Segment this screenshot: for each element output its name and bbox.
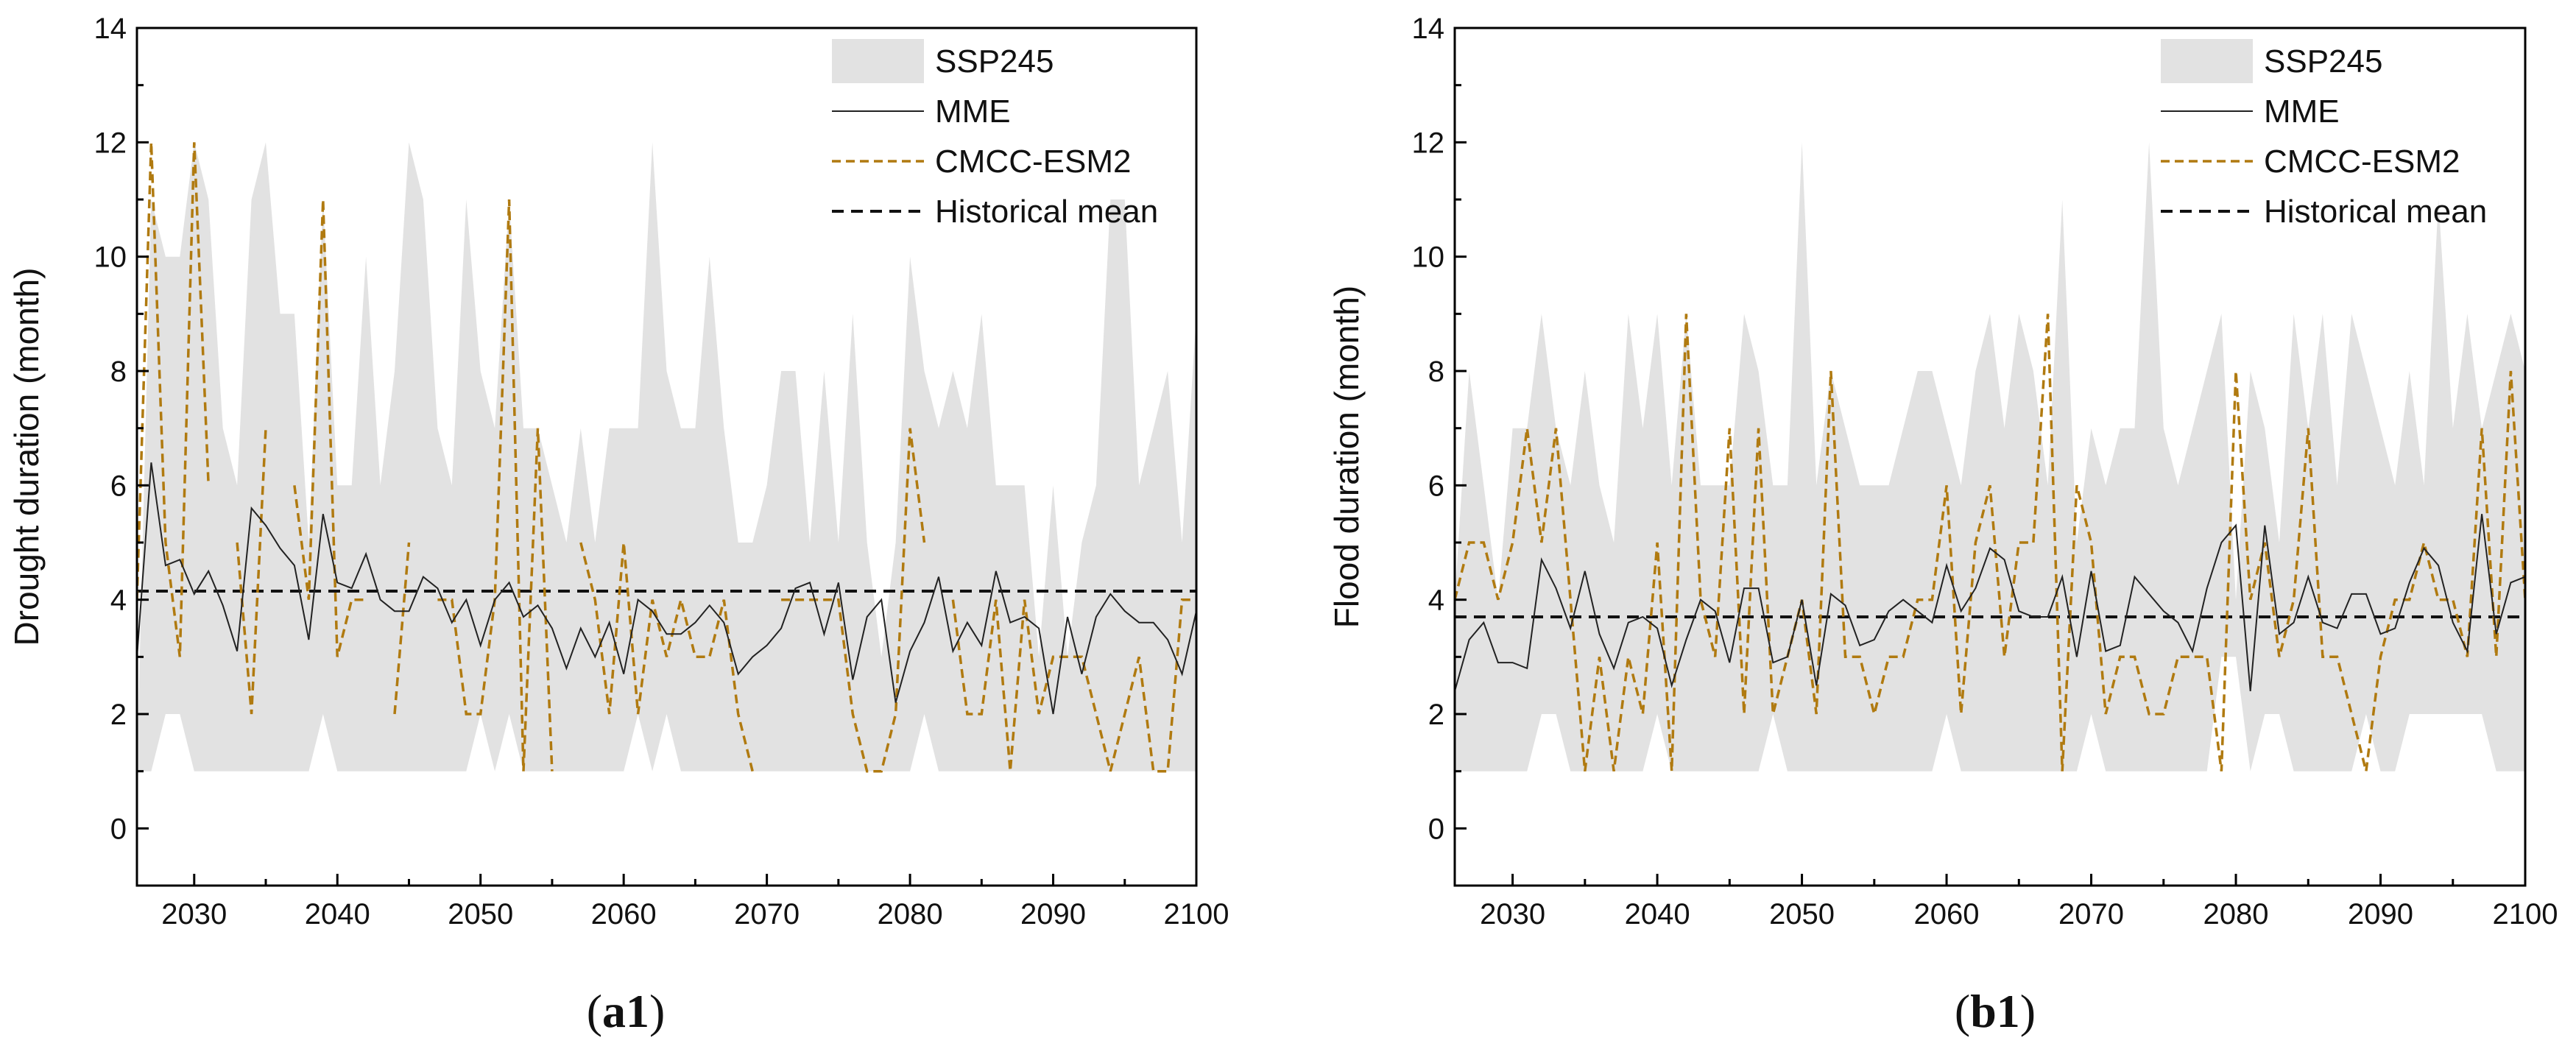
legend-label-cmcc-esm2: CMCC-ESM2 [935, 144, 1131, 180]
x-tick-label: 2070 [734, 898, 800, 930]
axes-frame [135, 27, 1198, 887]
panel-label: (b1) [1955, 985, 2036, 1037]
plot-area [137, 142, 1196, 773]
legend-label-ssp245: SSP245 [935, 43, 1054, 80]
cmcc-esm2-line [1455, 314, 2525, 772]
panel-b1: 0 2 4 6 8 10 12 14 2030 2040 2050 2060 2070 2080 2090 2… [1327, 13, 2558, 1037]
x-tick-label: 2080 [878, 898, 943, 930]
x-tick-label: 2100 [2493, 898, 2558, 930]
y-axis-title: Flood duration (month) [1327, 286, 1366, 628]
x-tick-label: 2090 [1020, 898, 1086, 930]
y-tick-label: 14 [94, 13, 127, 45]
y-tick-label: 12 [1412, 127, 1445, 159]
y-tick-label: 2 [1428, 699, 1444, 731]
panel-label-text: b1 [1970, 985, 2020, 1037]
legend-swatch-ssp245 [832, 39, 924, 83]
y-tick-label: 10 [94, 241, 127, 274]
panel-label-open-paren: ( [587, 985, 602, 1037]
y-tick-label: 4 [110, 584, 127, 617]
y-tick-label: 8 [1428, 356, 1444, 388]
ssp245-band [137, 142, 1196, 771]
x-tick-label: 2050 [448, 898, 513, 930]
legend-label-mme: MME [2264, 93, 2340, 130]
panel-label-text: a1 [602, 985, 649, 1037]
mme-line [1455, 514, 2525, 692]
x-tick-label: 2030 [1480, 898, 1545, 930]
legend-label-cmcc-esm2: CMCC-ESM2 [2264, 144, 2460, 180]
panel-a1: 0 2 4 6 8 10 12 14 2030 2040 2050 2060 2070 2080 2090 2… [7, 13, 1229, 1037]
x-tick-label: 2090 [2348, 898, 2413, 930]
y-axis-title: Drought duration (month) [7, 268, 46, 646]
x-tick-label: 2080 [2203, 898, 2269, 930]
y-tick-label: 0 [1428, 813, 1444, 845]
x-tick-label: 2060 [1914, 898, 1980, 930]
y-tick-label: 6 [1428, 470, 1444, 502]
x-tick-label: 2050 [1769, 898, 1835, 930]
x-tick-label: 2100 [1164, 898, 1229, 930]
plot-area [1455, 142, 2525, 772]
legend-label-historical-mean: Historical mean [2264, 194, 2487, 230]
y-tick-label: 10 [1412, 241, 1445, 274]
x-tick-label: 2040 [1625, 898, 1690, 930]
y-tick-label: 12 [94, 127, 127, 159]
y-tick-label: 0 [110, 813, 127, 845]
y-tick-label: 14 [1412, 13, 1445, 45]
mme-line [137, 462, 1196, 715]
ssp245-band [1455, 142, 2525, 771]
legend-label-ssp245: SSP245 [2264, 43, 2382, 80]
y-tick-label: 4 [1428, 584, 1444, 617]
panel-label: (a1) [587, 985, 666, 1037]
panel-label-open-paren: ( [1955, 985, 1970, 1037]
x-tick-label: 2070 [2058, 898, 2124, 930]
y-tick-label: 6 [110, 470, 127, 502]
legend: SSP245 MME CMCC-ESM2 Historical mean [2161, 39, 2487, 230]
legend: SSP245 MME CMCC-ESM2 Historical mean [832, 39, 1158, 230]
x-tick-label: 2040 [305, 898, 370, 930]
panel-label-close-paren: ) [2020, 985, 2036, 1037]
x-tick-label: 2030 [161, 898, 227, 930]
axes-frame [1453, 27, 2527, 887]
x-tick-label: 2060 [591, 898, 657, 930]
y-tick-label: 8 [110, 356, 127, 388]
legend-label-historical-mean: Historical mean [935, 194, 1158, 230]
legend-swatch-ssp245 [2161, 39, 2253, 83]
y-tick-label: 2 [110, 699, 127, 731]
panel-label-close-paren: ) [649, 985, 665, 1037]
legend-label-mme: MME [935, 93, 1011, 130]
